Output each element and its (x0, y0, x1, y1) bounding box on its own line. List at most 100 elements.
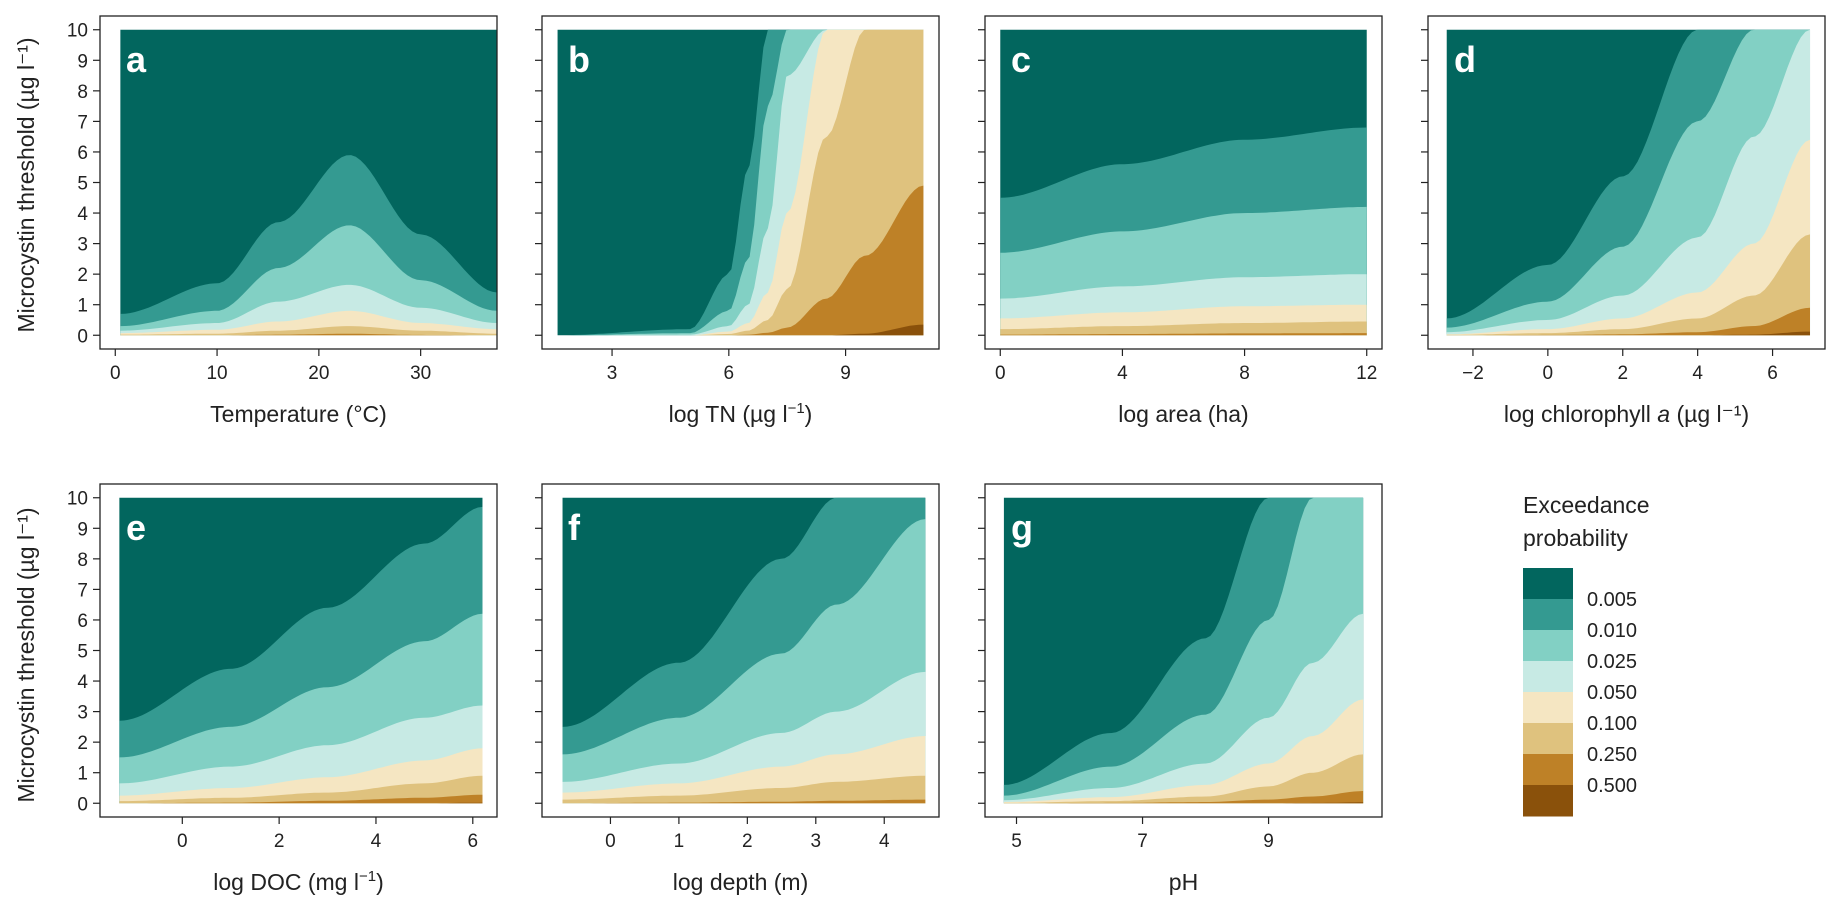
x-axis-label: log TN (µg l−1) (669, 400, 813, 427)
colorbar-label: 0.250 (1587, 744, 1637, 766)
colorbar-label: 0.025 (1587, 651, 1637, 673)
colorbar-swatch (1523, 754, 1573, 786)
y-tick-label: 4 (77, 672, 88, 693)
contour-band-3 (1003, 613, 1364, 804)
y-tick-label: 4 (77, 204, 88, 225)
y-tick-label: 1 (77, 296, 88, 317)
panel-g: 5 7 9 pH g (978, 483, 1383, 895)
x-tick-label: 2 (274, 831, 285, 852)
contour-band-5 (1003, 754, 1364, 804)
contour-band-3 (1446, 29, 1810, 336)
colorbar-swatch (1523, 599, 1573, 631)
contour-band-5 (120, 326, 498, 336)
y-tick-label: 3 (77, 235, 88, 256)
x-tick-label: 6 (724, 363, 735, 384)
panel-f: 0 1 2 3 4 log depth (m) f (535, 483, 940, 895)
colorbar-swatch (1523, 661, 1573, 693)
contour-band-6 (119, 794, 483, 804)
y-axis-label-top-row: Microcystin threshold (µg l⁻¹) (13, 37, 39, 332)
y-tick-label: 5 (77, 642, 88, 663)
panel-b: 3 6 9 log TN (µg l−1) b (535, 15, 940, 427)
y-tick-label: 9 (77, 51, 88, 72)
contour-band-4 (1446, 139, 1810, 336)
panel-letter: c (1011, 39, 1031, 80)
x-tick-label: 0 (995, 363, 1006, 384)
x-tick-label: 20 (308, 363, 329, 384)
contour-band-5 (562, 775, 926, 804)
panel-letter: g (1011, 507, 1033, 548)
contour-band-5 (119, 775, 483, 804)
y-tick-label: 7 (77, 580, 88, 601)
x-tick-label: 7 (1137, 831, 1148, 852)
contour-band-4 (1003, 699, 1364, 804)
y-tick-label: 7 (77, 112, 88, 133)
panel-letter: b (568, 39, 590, 80)
colorbar-swatch (1523, 692, 1573, 724)
colorbar-swatch (1523, 723, 1573, 755)
y-tick-label: 3 (77, 703, 88, 724)
y-tick-label: 2 (77, 265, 88, 286)
contour-band-7 (119, 802, 483, 804)
colorbar-swatches (1523, 568, 1573, 817)
y-tick-label: 1 (77, 764, 88, 785)
contour-band-6 (562, 799, 926, 804)
y-tick-label: 0 (77, 326, 88, 347)
x-tick-label: 6 (1767, 363, 1778, 384)
x-tick-label: 1 (674, 831, 685, 852)
contour-band-7 (1003, 802, 1364, 804)
x-axis-label: log DOC (mg l−1) (213, 868, 383, 895)
panel-letter: f (568, 507, 581, 548)
y-axis-label-bottom-row: Microcystin threshold (µg l⁻¹) (13, 507, 39, 802)
x-axis-label: Temperature (°C) (210, 401, 387, 427)
x-tick-label: 3 (811, 831, 822, 852)
colorbar-swatch (1523, 568, 1573, 600)
panel-letter: d (1454, 39, 1476, 80)
x-tick-label: 0 (110, 363, 121, 384)
colorbar-swatch (1523, 630, 1573, 662)
colorbar-swatch (1523, 785, 1573, 817)
y-tick-label: 8 (77, 550, 88, 571)
x-tick-label: 2 (1617, 363, 1628, 384)
x-tick-label: 0 (1543, 363, 1554, 384)
x-tick-label: −2 (1462, 363, 1484, 384)
colorbar-label: 0.100 (1587, 713, 1637, 735)
panel-a: 0 1 2 3 4 5 6 7 8 9 10 0 10 20 30 Temperature (°C) a (67, 15, 498, 427)
colorbar-label: 0.005 (1587, 589, 1637, 611)
x-tick-label: 6 (468, 831, 479, 852)
contour-band-6 (557, 185, 924, 336)
y-tick-label: 6 (77, 143, 88, 164)
x-axis-label: pH (1169, 869, 1198, 895)
contour-band-7 (1446, 331, 1810, 336)
panel-e: 0 1 2 3 4 5 6 7 8 9 10 0 2 4 6 log DOC (mg l−1) e (67, 483, 498, 895)
contour-band-6 (1000, 333, 1367, 336)
colorbar-label: 0.010 (1587, 620, 1637, 642)
contour-band-4 (120, 310, 498, 336)
panel-letter: a (126, 39, 147, 80)
contour-band-5 (1000, 321, 1367, 336)
panel-c: 0 4 8 12 log area (ha) c (978, 15, 1383, 427)
colorbar-labels: 0.005 0.010 0.025 0.050 0.100 0.250 0.500 (1587, 589, 1637, 797)
x-tick-label: 4 (879, 831, 890, 852)
x-axis-label: log area (ha) (1118, 401, 1248, 427)
x-tick-label: 3 (607, 363, 618, 384)
x-tick-label: 10 (206, 363, 227, 384)
contour-band-6 (1003, 791, 1364, 804)
y-tick-label: 0 (77, 794, 88, 815)
x-tick-label: 4 (1692, 363, 1703, 384)
contour-band-6 (120, 333, 498, 336)
panel-d: −2 0 2 4 6 log chlorophyll a (µg l⁻¹) d (1421, 15, 1826, 427)
contour-band-5 (557, 29, 924, 336)
y-tick-label: 6 (77, 611, 88, 632)
x-tick-label: 12 (1356, 363, 1377, 384)
colorbar-label: 0.050 (1587, 682, 1637, 704)
x-tick-label: 9 (1263, 831, 1274, 852)
colorbar-title-line2: probability (1523, 525, 1628, 551)
colorbar-label: 0.500 (1587, 775, 1637, 797)
x-axis-label: log depth (m) (673, 869, 809, 895)
colorbar-legend: Exceedance probability 0.0050.0100.0250.… (1523, 492, 1650, 817)
contour-band-7 (557, 324, 924, 336)
x-tick-label: 0 (605, 831, 616, 852)
x-tick-label: 8 (1239, 363, 1250, 384)
y-tick-label: 10 (67, 21, 88, 42)
